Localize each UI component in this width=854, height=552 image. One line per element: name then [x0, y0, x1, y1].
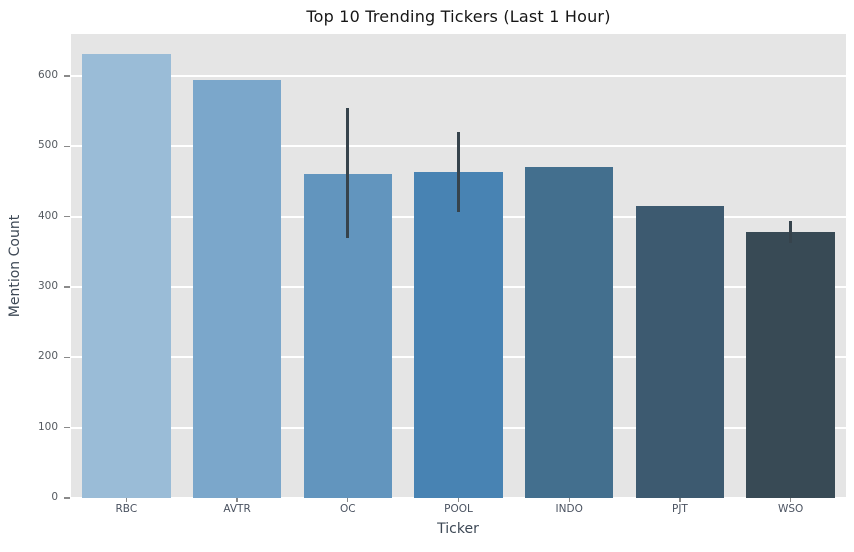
xtick-label-rbc: RBC	[115, 503, 138, 515]
errorbar-oc	[346, 107, 350, 238]
bar-pjt	[635, 205, 725, 498]
y-axis-label: Mention Count	[7, 214, 23, 318]
plot-area	[71, 34, 846, 498]
xtick-mark-oc	[347, 498, 349, 502]
ytick-label-0: 0	[51, 491, 58, 503]
xtick-label-wso: WSO	[777, 503, 804, 515]
ytick-mark-300	[64, 286, 70, 288]
xtick-label-avtr: AVTR	[223, 503, 251, 515]
xtick-mark-pool	[457, 498, 460, 502]
errorbar-pool	[457, 131, 460, 212]
errorbar-wso	[789, 221, 793, 244]
xtick-mark-avtr	[236, 498, 238, 502]
ytick-label-100: 100	[37, 420, 58, 433]
bar-rbc	[82, 54, 171, 498]
ytick-mark-200	[64, 356, 70, 359]
chart-title: Top 10 Trending Tickers (Last 1 Hour)	[306, 7, 611, 26]
ytick-mark-600	[64, 75, 70, 77]
xtick-label-oc: OC	[339, 503, 356, 515]
ytick-label-200: 200	[37, 350, 58, 363]
bar-indo	[524, 166, 614, 498]
ytick-label-300: 300	[37, 280, 58, 293]
ytick-mark-400	[64, 216, 70, 218]
x-axis-label: Ticker	[437, 521, 479, 537]
ytick-label-500: 500	[37, 139, 58, 152]
ytick-label-400: 400	[37, 209, 58, 222]
xtick-mark-indo	[568, 498, 570, 502]
xtick-label-indo: INDO	[555, 503, 583, 515]
bar-wso	[746, 232, 835, 498]
bar-pool	[414, 172, 503, 498]
xtick-label-pool: POOL	[444, 503, 473, 515]
gridline-y-600	[71, 75, 846, 78]
bar-avtr	[192, 79, 282, 498]
ytick-mark-100	[64, 426, 70, 429]
xtick-label-pjt: PJT	[672, 503, 688, 515]
ytick-mark-0	[64, 497, 70, 499]
xtick-mark-wso	[789, 498, 792, 502]
xtick-mark-rbc	[125, 498, 128, 502]
xtick-mark-pjt	[679, 498, 681, 502]
ytick-label-600: 600	[37, 69, 58, 82]
ytick-mark-500	[64, 145, 70, 148]
